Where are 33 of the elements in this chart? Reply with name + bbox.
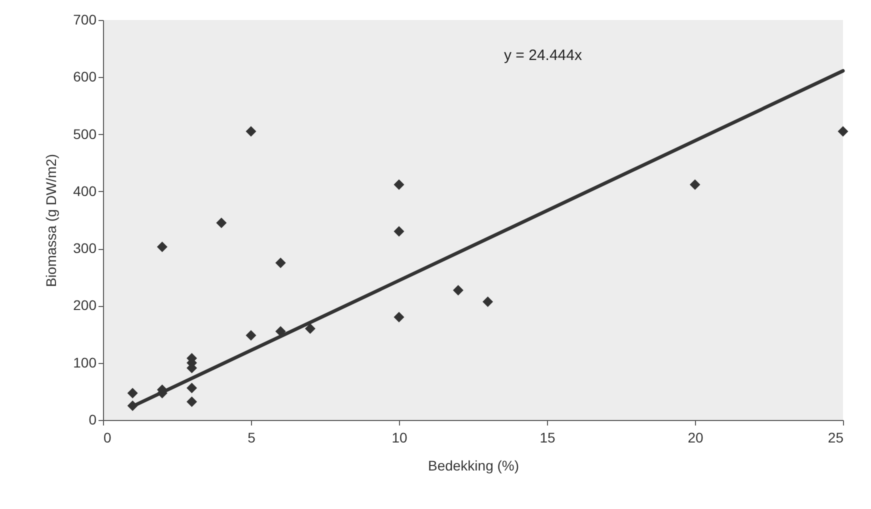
point: [275, 258, 286, 268]
point: [394, 179, 404, 190]
y-tick-label: 0: [88, 412, 97, 428]
x-tick-label: 10: [392, 430, 408, 446]
y-tick-label: 100: [73, 354, 97, 370]
point: [156, 242, 168, 252]
point: [186, 396, 198, 407]
point: [838, 126, 848, 137]
x-tick-label: 15: [540, 430, 556, 446]
point: [216, 218, 227, 228]
point: [482, 296, 494, 307]
x-tick-label: 5: [248, 430, 256, 446]
x-tick-label: 25: [828, 430, 844, 446]
y-tick-label: 500: [73, 126, 97, 142]
point: [394, 226, 404, 237]
annotation: y = 24.444x: [504, 47, 582, 64]
y-axis-title: Biomassa (g DW/m2): [43, 154, 60, 288]
y-tick-label: 300: [73, 240, 97, 256]
y-tick-label: 200: [73, 297, 97, 314]
x-tick-label: 20: [688, 430, 704, 446]
y-tick-label: 700: [73, 12, 97, 28]
point: [690, 179, 700, 190]
x-axis-title: Bedekking (%): [428, 458, 520, 474]
point: [304, 323, 316, 334]
point: [186, 382, 198, 394]
point: [246, 330, 256, 341]
y-tick-label: 600: [73, 68, 97, 85]
point: [246, 126, 256, 137]
x-tick-label: 0: [104, 430, 112, 446]
point: [394, 312, 404, 322]
point: [452, 285, 464, 296]
y-tick-label: 400: [73, 182, 97, 199]
point: [127, 388, 138, 398]
